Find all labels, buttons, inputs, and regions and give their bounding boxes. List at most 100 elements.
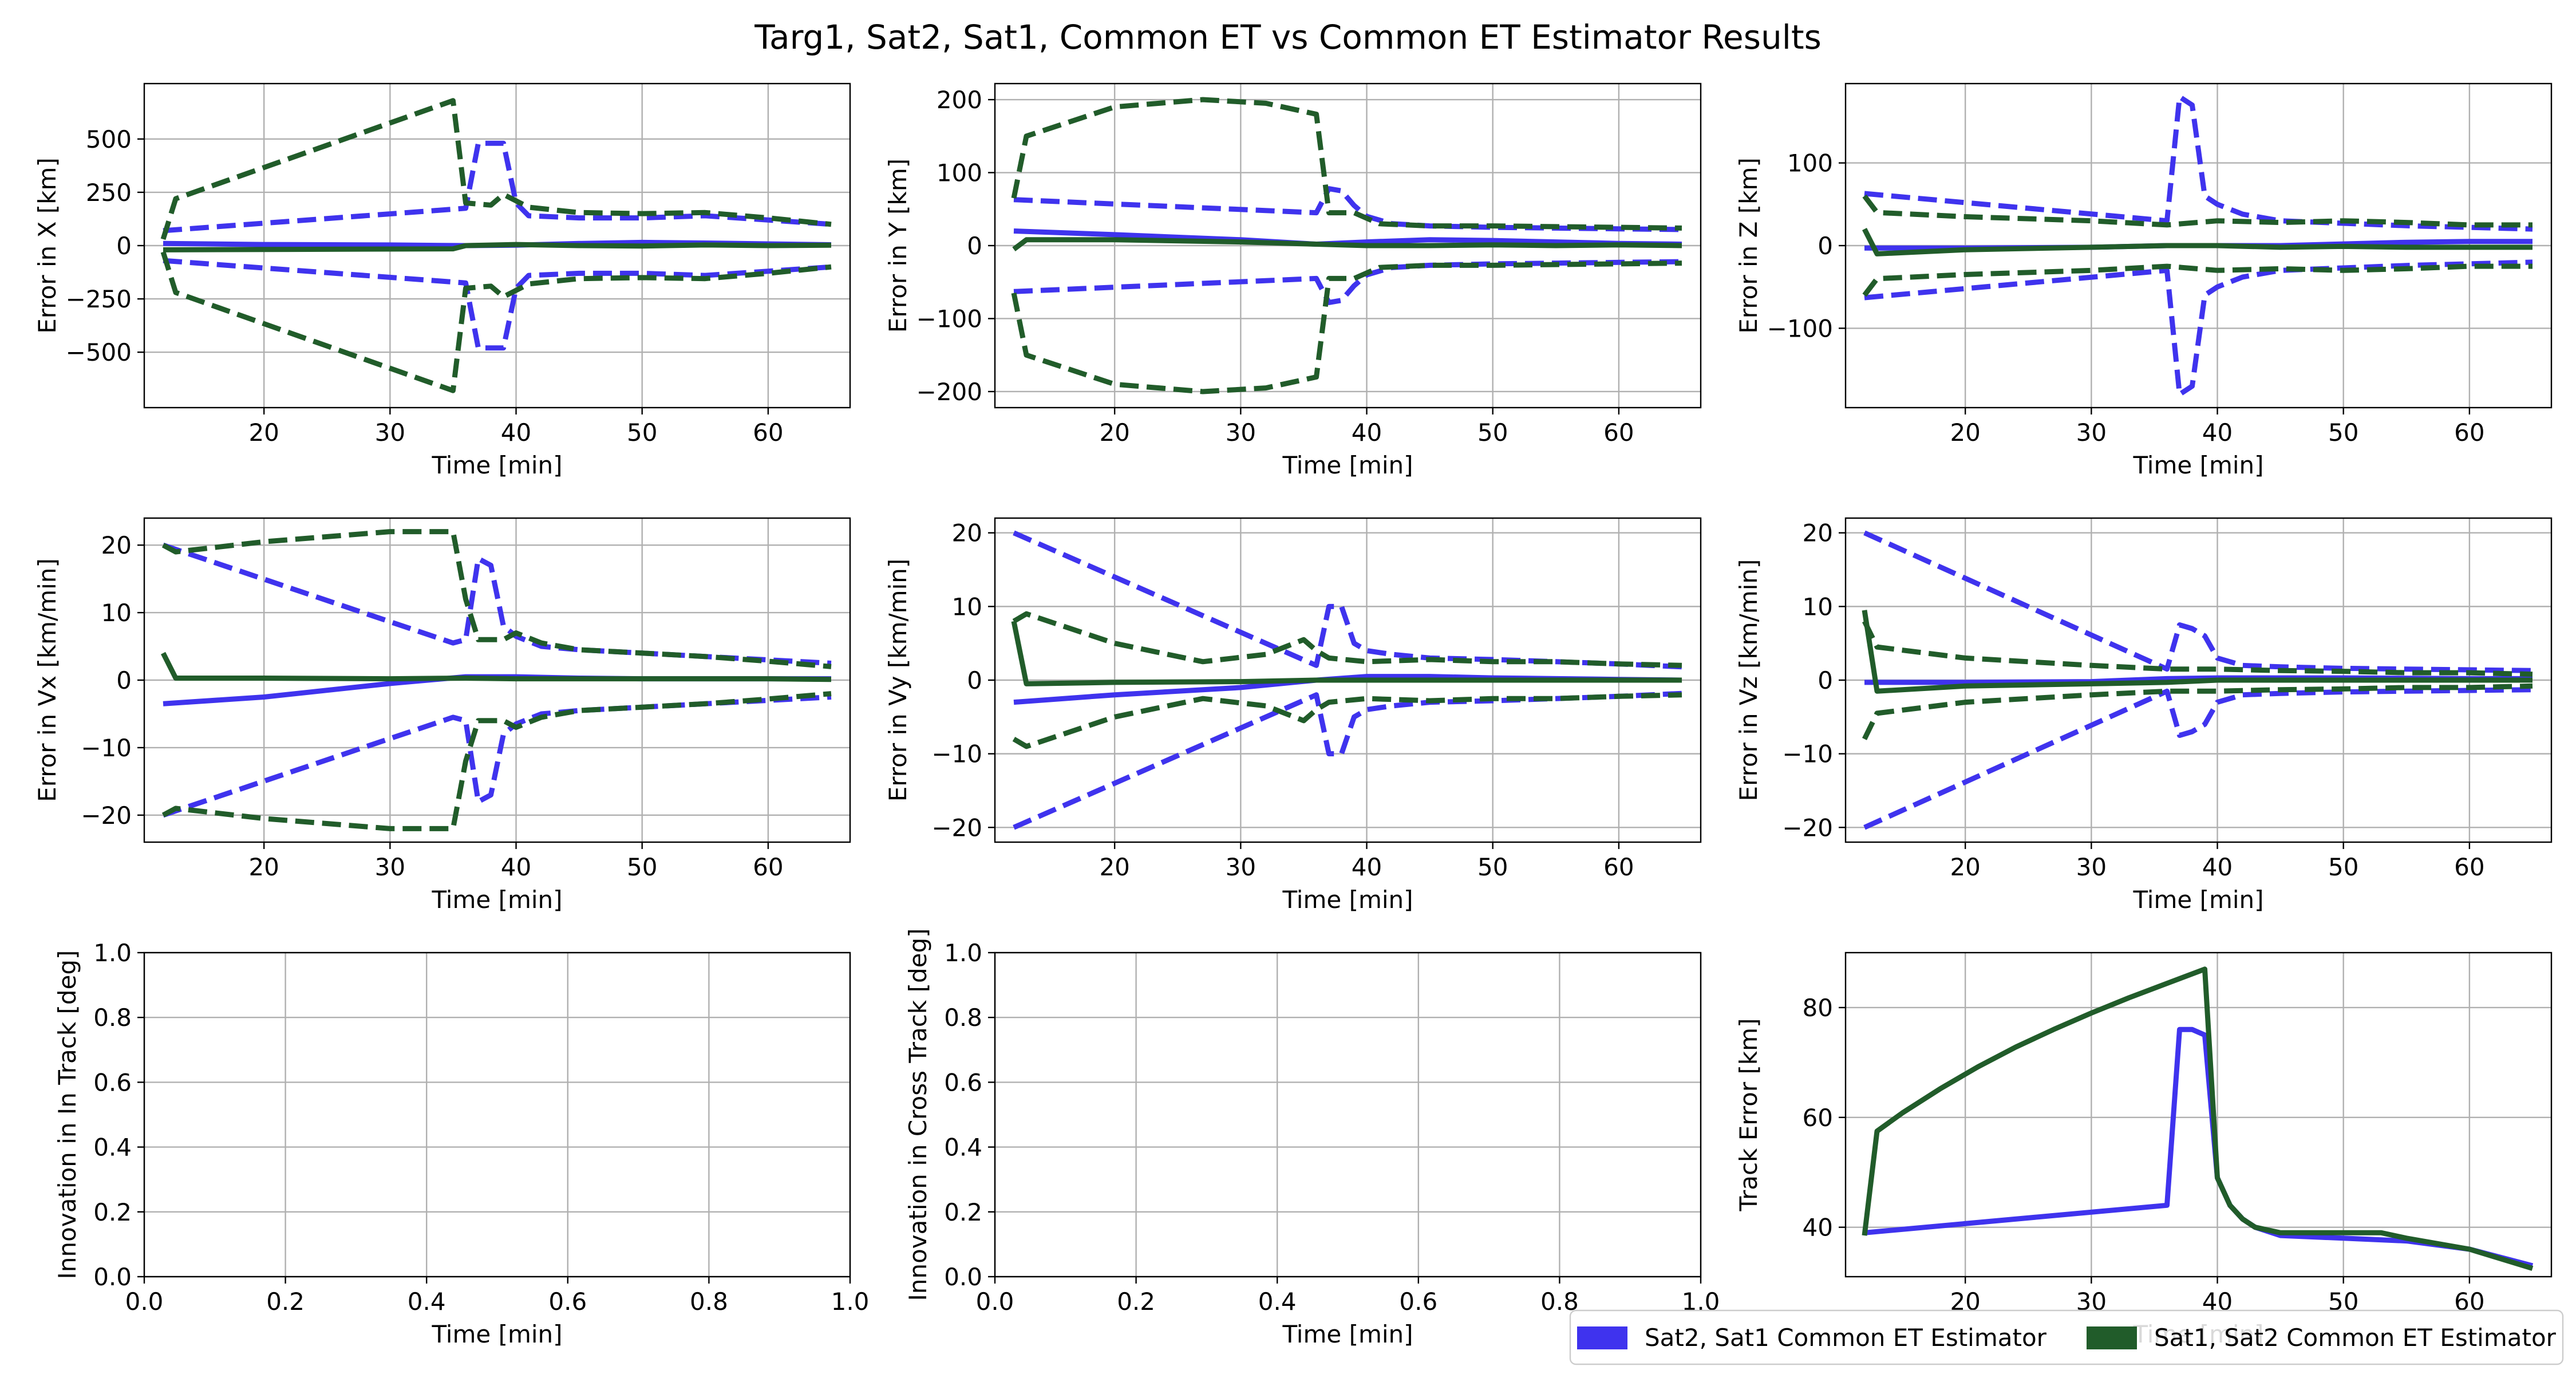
series-blue-dashed-2	[1864, 259, 2533, 397]
figure-title: Targ1, Sat2, Sat1, Common ET vs Common E…	[754, 18, 1822, 57]
y-tick-label: 10	[101, 599, 132, 627]
y-tick-label: 0.2	[944, 1198, 982, 1226]
subplot-1: 20 30 40 50 60 −500 −250 0 250 500 Time [min] Error…	[33, 82, 851, 479]
x-tick-label: 60	[1603, 418, 1634, 447]
y-tick-label: 10	[952, 593, 982, 621]
y-tick-label: 60	[1803, 1104, 1833, 1132]
series-green-dashed-4	[1012, 611, 1682, 668]
axes-frame	[994, 951, 1702, 1278]
series-group	[1011, 97, 1682, 394]
x-tick-label: 0.2	[1117, 1288, 1155, 1316]
series-green-dashed-5	[161, 691, 832, 831]
x-tick-label: 60	[1603, 853, 1634, 881]
x-tick-label: 30	[2076, 418, 2107, 447]
y-axis-label: Error in Z [km]	[1735, 157, 1763, 334]
x-tick-label: 40	[501, 418, 531, 447]
subplot-3: 20 30 40 50 60 −100 0 100 Time [min] Error in Z […	[1735, 82, 2553, 479]
y-tick-label: 0.8	[944, 1004, 982, 1032]
y-tick-label: −10	[81, 734, 132, 762]
y-tick-label: 0.2	[93, 1198, 132, 1226]
y-tick-label: 1.0	[93, 939, 132, 967]
series-green-dashed-4	[161, 529, 832, 669]
series-green-dashed-5	[1012, 692, 1682, 749]
series-green-dashed-4	[1862, 620, 2533, 677]
y-axis-label: Innovation in Cross Track [deg]	[904, 928, 932, 1301]
y-tick-label: 0	[967, 666, 982, 694]
x-tick-label: 50	[1477, 853, 1508, 881]
subplot-4: 20 30 40 50 60 −20 −10 0 10 20 Time [min] Error in …	[33, 517, 851, 914]
y-tick-label: 0.6	[944, 1068, 982, 1096]
series-green-dashed-4	[1862, 194, 2532, 228]
subplot-8: 0.0 0.2 0.4 0.6 0.8 1.00.00.20.40.60.81.0Time…	[904, 928, 1720, 1348]
series-blue-dashed-2	[163, 258, 832, 351]
series-green-solid-6	[1862, 228, 2532, 256]
series-group	[160, 529, 832, 831]
x-tick-label: 30	[1226, 418, 1256, 447]
x-tick-label: 60	[753, 418, 783, 447]
legend-label-2: Sat1, Sat2 Common ET Estimator	[2154, 1324, 2557, 1352]
series-green-solid-6	[1012, 237, 1682, 251]
x-axis-label: Time [min]	[1282, 886, 1413, 914]
x-tick-label: 0.0	[976, 1288, 1014, 1316]
x-tick-label: 20	[1950, 853, 1980, 881]
y-tick-label: 20	[101, 531, 132, 559]
y-tick-label: 20	[1803, 519, 1833, 547]
x-tick-label: 40	[2202, 853, 2233, 881]
x-axis-label: Time [min]	[431, 1320, 562, 1348]
y-tick-label: 0	[1818, 666, 1833, 694]
series-group	[1862, 530, 2533, 830]
y-tick-label: 0.4	[93, 1134, 132, 1162]
x-tick-label: 0.2	[266, 1288, 305, 1316]
y-tick-label: 40	[1803, 1214, 1833, 1242]
y-tick-label: 0.6	[93, 1068, 132, 1096]
y-tick-label: 20	[952, 519, 982, 547]
y-tick-label: 0.0	[93, 1263, 132, 1291]
x-tick-label: 40	[2202, 418, 2233, 447]
series-group	[1862, 966, 2534, 1271]
y-tick-label: 0	[1818, 232, 1833, 260]
y-tick-label: 0.0	[944, 1263, 982, 1291]
y-axis-label: Error in Vx [km/min]	[33, 558, 61, 802]
x-axis-label: Time [min]	[431, 451, 562, 479]
subplot-7: 0.0 0.2 0.4 0.6 0.8 1.0 0.0 0.2 0.4 0.6 0.8 1.0 Time…	[53, 939, 869, 1348]
y-tick-label: 10	[1803, 593, 1833, 621]
series-green-dashed-5	[1011, 260, 1682, 394]
y-axis-label: Innovation in In Track [deg]	[53, 950, 81, 1280]
legend-label-1: Sat2, Sat1 Common ET Estimator	[1645, 1324, 2047, 1352]
series-group	[160, 98, 832, 393]
y-tick-label: 200	[937, 86, 982, 114]
series-green-dashed-4	[160, 98, 832, 240]
x-tick-label: 0.4	[408, 1288, 446, 1316]
x-tick-label: 20	[248, 853, 279, 881]
y-tick-label: −250	[66, 285, 132, 313]
y-tick-label: 1.0	[944, 939, 982, 967]
y-tick-label: −10	[931, 740, 982, 768]
legend-swatch-1	[1577, 1326, 1627, 1349]
y-tick-label: 0.8	[93, 1004, 132, 1032]
series-green-dashed-5	[160, 251, 832, 393]
legend-frame	[1569, 1309, 2564, 1365]
x-axis-label: Time [min]	[431, 886, 562, 914]
series-blue-dashed-2	[1863, 687, 2533, 830]
axes-frame	[143, 951, 851, 1278]
y-tick-label: −20	[81, 802, 132, 830]
series-group	[1011, 530, 1682, 830]
x-tick-label: 20	[248, 418, 279, 447]
x-tick-label: 40	[501, 853, 531, 881]
x-axis-label: Time [min]	[1282, 1320, 1413, 1348]
series-blue-dashed-1	[163, 140, 832, 234]
series-green-dashed-5	[1862, 683, 2533, 740]
x-tick-label: 30	[375, 418, 405, 447]
series-green-solid-2	[1862, 966, 2534, 1271]
subplot-9: 2030405060406080Time [min]Track Error [k…	[1735, 951, 2553, 1348]
x-tick-label: 30	[2076, 853, 2107, 881]
x-tick-label: 20	[1950, 418, 1980, 447]
x-tick-label: 60	[753, 853, 783, 881]
y-tick-label: −500	[66, 338, 132, 366]
y-tick-label: 0	[116, 666, 132, 694]
series-green-solid-6	[1011, 621, 1682, 686]
series-blue-dashed-1	[1864, 94, 2533, 232]
y-tick-label: 0	[116, 232, 132, 260]
